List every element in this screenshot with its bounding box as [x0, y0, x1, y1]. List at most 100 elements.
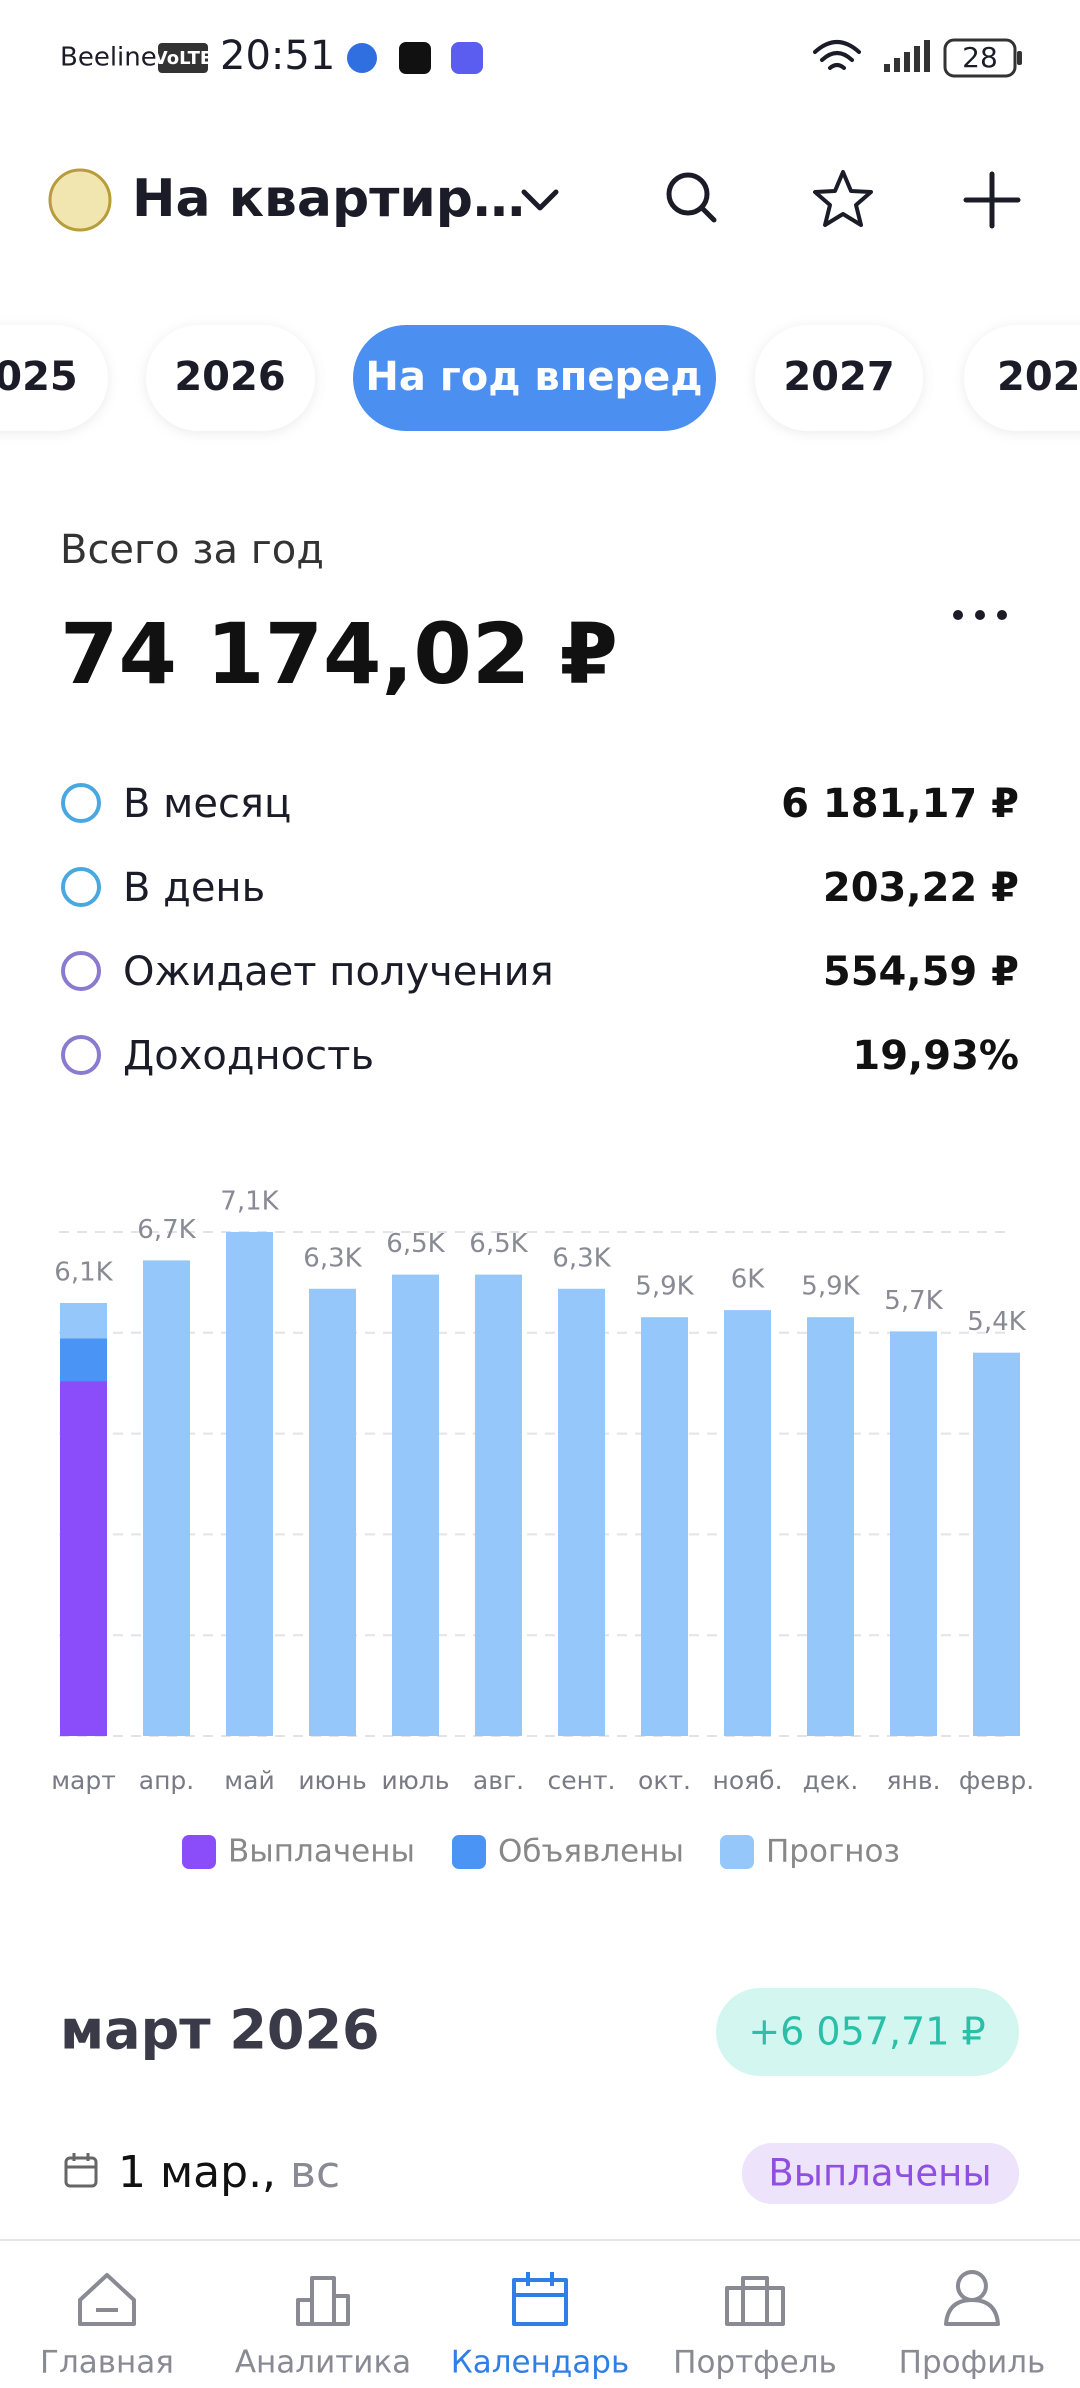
x-tick-label: апр.: [139, 1766, 194, 1795]
stat-label: Доходность: [123, 1033, 374, 1079]
total-label: 6,3K: [552, 1243, 611, 1273]
bar-segment: [807, 1317, 854, 1736]
bar-segment: [558, 1288, 605, 1736]
year-tabs: 025 2026 На год вперед 2027 2028: [0, 325, 1080, 431]
time: 20:51: [220, 33, 335, 79]
stat-value: 203,22 ₽: [823, 865, 1019, 911]
legend-swatch: [182, 1835, 216, 1869]
legend-label: Выплачены: [228, 1834, 415, 1870]
bar-segment: [890, 1331, 937, 1736]
chart: 6,1K март 6,7K апр. 7,1K май 6,3K июнь 6,5K июль 6…: [51, 1187, 1034, 1870]
bar-segment: [641, 1317, 688, 1736]
portfolio-logo[interactable]: [48, 168, 112, 232]
app-icon: [451, 42, 483, 74]
legend-swatch: [452, 1835, 486, 1869]
nav-label[interactable]: Профиль: [899, 2345, 1046, 2381]
stat-icon: [61, 783, 101, 823]
total-label: 6,5K: [386, 1229, 445, 1259]
chevron-icon[interactable]: [521, 189, 559, 211]
summary-label: Всего за год: [60, 527, 324, 573]
x-tick-label: июль: [381, 1766, 449, 1795]
stat-icon: [61, 867, 101, 907]
legend-swatch: [720, 1835, 754, 1869]
stat-label: В день: [123, 865, 265, 911]
volte-box: [158, 43, 208, 73]
status-badge: [742, 2143, 1019, 2204]
stats: В месяц 6 181,17 ₽ В день 203,22 ₽ Ожида…: [61, 781, 1019, 1079]
bar-segment: [392, 1274, 439, 1736]
x-tick-label: янв.: [886, 1766, 940, 1795]
wifi-icon: [813, 40, 861, 70]
nav-label[interactable]: Аналитика: [235, 2345, 411, 2381]
app-icon: [399, 42, 431, 74]
nav-icon[interactable]: [78, 2273, 136, 2326]
stat-icon: [61, 951, 101, 991]
x-tick-label: нояб.: [712, 1766, 782, 1795]
bar-segment: [724, 1310, 771, 1736]
app-icon: [347, 43, 377, 73]
tab-label[interactable]: На год вперед: [365, 354, 702, 400]
bar-segment: [60, 1302, 107, 1339]
x-tick-label: февр.: [959, 1766, 1034, 1795]
favorite-button[interactable]: [813, 170, 873, 227]
carrier: Beeline: [60, 43, 157, 73]
tab[interactable]: [964, 325, 1080, 431]
legend-label: Объявлены: [498, 1834, 684, 1870]
bottom-nav: Главная Аналитика Календарь Портфель Про…: [40, 2270, 1046, 2381]
network: VoLTE: [154, 48, 212, 69]
tab[interactable]: [353, 325, 716, 431]
total-label: 5,7K: [884, 1286, 943, 1316]
nav-label[interactable]: Главная: [40, 2345, 174, 2381]
bar-segment: [475, 1274, 522, 1736]
total-label: 5,9K: [801, 1272, 860, 1302]
event-status: Выплачены: [768, 2152, 991, 2195]
total-label: 6,1K: [54, 1257, 113, 1287]
tab[interactable]: [755, 325, 923, 431]
tab[interactable]: [0, 325, 108, 431]
battery: [943, 38, 1017, 78]
calendar-small-icon: [64, 2153, 98, 2188]
tab-label[interactable]: 2026: [174, 354, 285, 400]
bar-segment: [143, 1260, 190, 1736]
portfolio-title[interactable]: На квартир…: [132, 169, 525, 229]
bar-segment: [309, 1288, 356, 1736]
tab-label[interactable]: 025: [0, 354, 78, 400]
nav-icon[interactable]: [512, 2272, 568, 2326]
stat-label: Ожидает получения: [123, 949, 554, 995]
nav-icon[interactable]: [944, 2270, 1000, 2326]
nav-icon[interactable]: [296, 2276, 350, 2326]
event-date: 1 мар.,: [118, 2147, 276, 2198]
nav-label[interactable]: Календарь: [451, 2345, 630, 2381]
tab-label[interactable]: 2027: [783, 354, 894, 400]
tab[interactable]: [146, 325, 315, 431]
tab-label[interactable]: 2028: [997, 354, 1080, 400]
total-label: 5,9K: [635, 1272, 694, 1302]
nav-bar: [0, 2240, 1080, 2388]
more-button[interactable]: [953, 610, 1007, 620]
stat-icon: [61, 1035, 101, 1075]
search-button[interactable]: [666, 172, 717, 223]
month-title: март 2026: [60, 1999, 380, 2062]
total-label: 7,1K: [220, 1187, 279, 1217]
summary-total: 74 174,02 ₽: [60, 605, 618, 703]
event-weekday: вс: [290, 2147, 340, 2198]
x-tick-label: май: [224, 1766, 274, 1795]
x-tick-label: июнь: [298, 1766, 366, 1795]
bar-segment: [973, 1352, 1020, 1736]
stat-label: В месяц: [123, 781, 291, 827]
month-amount: +6 057,71 ₽: [748, 2010, 985, 2054]
x-tick-label: март: [51, 1766, 116, 1795]
nav-label[interactable]: Портфель: [673, 2345, 837, 2381]
nav-icon[interactable]: [725, 2276, 785, 2326]
total-label: 5,4K: [967, 1307, 1026, 1337]
stat-value: 554,59 ₽: [823, 949, 1019, 995]
legend-label: Прогноз: [766, 1834, 900, 1870]
total-label: 6,5K: [469, 1229, 528, 1259]
battery-level: 28: [962, 41, 998, 74]
bar-segment: [226, 1232, 273, 1736]
signal-icon: [884, 40, 930, 72]
stat-value: 6 181,17 ₽: [781, 781, 1019, 827]
battery-tip: [1017, 51, 1022, 65]
add-button[interactable]: [963, 171, 1021, 229]
